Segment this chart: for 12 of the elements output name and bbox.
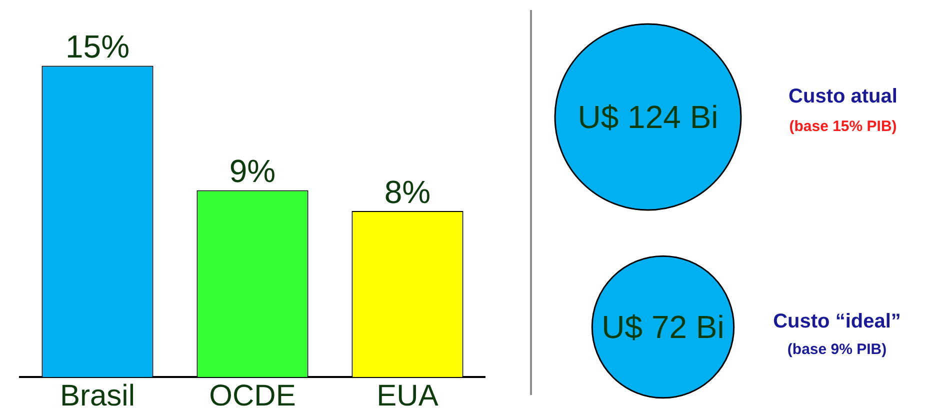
text: (base 15% PIB)	[789, 118, 897, 136]
data-label: 8%	[384, 174, 431, 210]
data-label: 9%	[229, 153, 276, 190]
data-label: U$ 124 Bi	[578, 98, 718, 135]
data-label: U$ 72 Bi	[602, 308, 724, 345]
text: Custo “ideal”	[773, 310, 901, 333]
x-tick-label: OCDE	[209, 379, 296, 412]
text: Custo atual	[788, 86, 898, 108]
data-label: 15%	[65, 28, 130, 65]
x-tick-label: EUA	[376, 379, 438, 412]
text: (base 9% PIB)	[787, 341, 887, 358]
x-tick-label: Brasil	[60, 379, 136, 412]
